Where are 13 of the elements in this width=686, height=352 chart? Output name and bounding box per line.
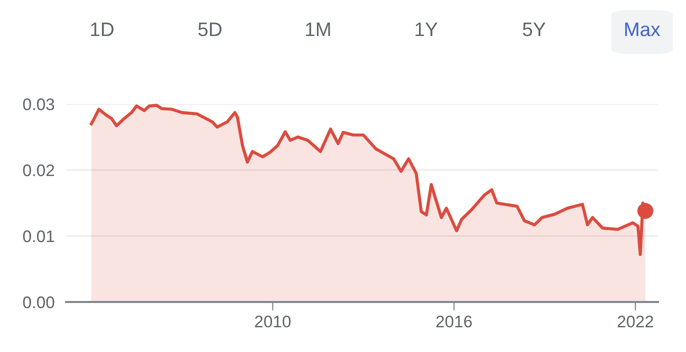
x-tick-label: 2016 [436,316,472,328]
x-tick-label: 2022 [618,316,654,328]
x-tick-label: 2010 [255,316,291,328]
text: 1M [306,22,330,36]
y-tick-label: 0.00 [23,296,54,308]
text: 1D [91,22,114,36]
text: 5Y [522,22,546,36]
y-tick-label: 0.02 [23,164,54,176]
y-tick-label: 0.03 [23,98,54,110]
y-tick-label: 0.01 [23,230,54,242]
text: Max [625,22,660,36]
text: 1Y [416,22,438,36]
text: 5D [198,22,222,36]
